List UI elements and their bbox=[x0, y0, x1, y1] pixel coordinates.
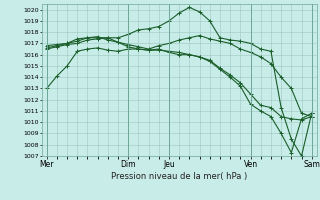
X-axis label: Pression niveau de la mer( hPa ): Pression niveau de la mer( hPa ) bbox=[111, 172, 247, 181]
